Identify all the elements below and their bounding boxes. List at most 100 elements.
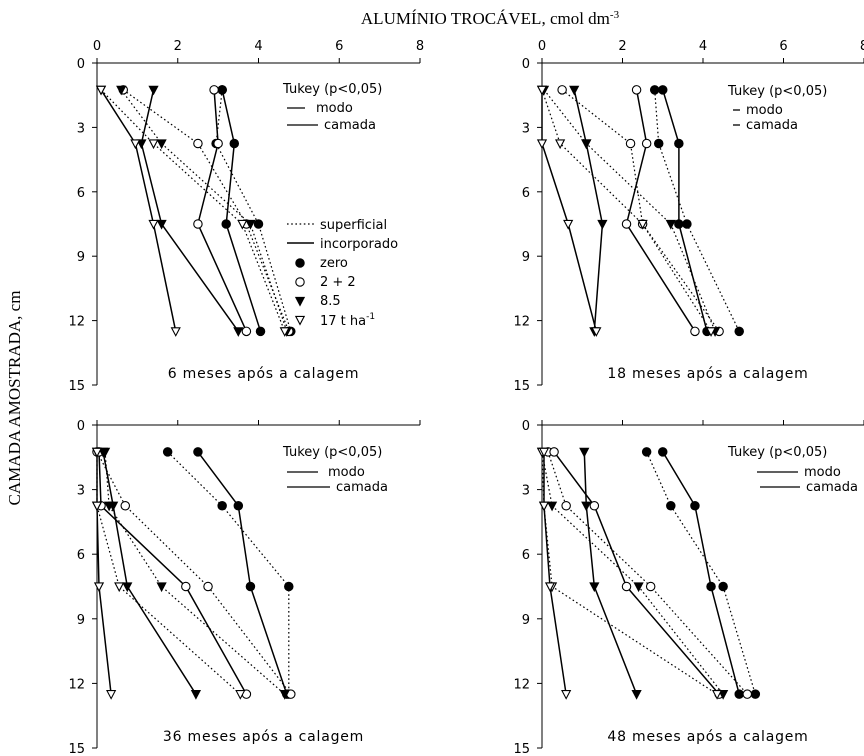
data-point-2-2-incorporado bbox=[631, 85, 642, 95]
data-point-2-2-superficial bbox=[193, 138, 203, 149]
data-point-8-5-superficial bbox=[546, 501, 558, 512]
legend-marker-8-5 bbox=[294, 296, 306, 307]
y-tick-label: 6 bbox=[522, 186, 530, 201]
y-tick-label: 12 bbox=[68, 315, 85, 330]
x-tick-label: 6 bbox=[779, 39, 787, 54]
data-point-8-5-incorporado bbox=[148, 85, 159, 96]
data-point-8-5-incorporado bbox=[233, 327, 244, 337]
series-line-17-t-ha-1-superficial bbox=[96, 451, 241, 695]
series-line-8-5-superficial bbox=[120, 89, 288, 332]
panel-4: 0 3 6 9 12 15 48 meses após a calagem Tukey (p<… bbox=[513, 419, 864, 756]
data-point-17-t-ha-1-superficial bbox=[705, 327, 717, 337]
y-tick-label: 15 bbox=[513, 742, 530, 756]
data-point-8-5-superficial bbox=[633, 582, 644, 593]
data-point-2-2-superficial bbox=[561, 500, 571, 511]
data-point-zero-superficial bbox=[217, 500, 227, 511]
tukey-modo-label: modo bbox=[316, 101, 353, 116]
series-line-zero-incorporado bbox=[197, 451, 288, 695]
panel-3: 0 3 6 9 12 15 36 meses após a calagem Tukey (p<… bbox=[68, 419, 421, 756]
series-line-zero-superficial bbox=[646, 451, 756, 695]
data-point-17-t-ha-1-superficial bbox=[711, 690, 723, 700]
series-line-17-t-ha-1-incorporado bbox=[96, 451, 112, 695]
data-point-zero-incorporado bbox=[229, 138, 240, 149]
series-line-2-2-superficial bbox=[96, 451, 292, 695]
panel-2: 0 3 6 9 12 15 0 2 4 6 8 18 meses após a calagem Tuke… bbox=[513, 39, 864, 394]
data-point-17-t-ha-1-superficial bbox=[235, 690, 246, 700]
legend-marker-zero bbox=[295, 258, 305, 268]
y-tick-label: 12 bbox=[513, 677, 530, 692]
x-tick-label: 0 bbox=[93, 39, 101, 54]
series-line-8-5-incorporado bbox=[102, 451, 197, 695]
series-line-17-t-ha-1-incorporado bbox=[543, 451, 567, 695]
y-tick-label: 12 bbox=[68, 677, 85, 692]
x-tick-label: 8 bbox=[416, 39, 424, 54]
series-line-8-5-superficial bbox=[541, 451, 724, 695]
data-point-17-t-ha-1-incorporado bbox=[563, 219, 574, 230]
data-point-8-5-incorporado bbox=[631, 690, 642, 700]
tukey-modo-label: modo bbox=[746, 103, 783, 118]
treatment-legend: superficial incorporado zero 2 + 2 8.5 1… bbox=[287, 218, 398, 329]
y-tick-label: 0 bbox=[522, 419, 530, 434]
series-line-zero-incorporado bbox=[662, 89, 708, 332]
tukey-camada-label: camada bbox=[746, 118, 798, 133]
data-point-17-t-ha-1-superficial bbox=[237, 219, 248, 230]
data-point-2-2-incorporado bbox=[193, 219, 203, 229]
series-line-8-5-incorporado bbox=[583, 451, 638, 695]
data-point-zero-incorporado bbox=[706, 581, 716, 592]
series-line-8-5-incorporado bbox=[140, 89, 239, 332]
data-point-2-2-superficial bbox=[645, 581, 656, 592]
y-tick-label: 12 bbox=[513, 315, 530, 330]
data-point-8-5-superficial bbox=[156, 582, 167, 593]
data-point-2-2-superficial bbox=[742, 689, 753, 699]
y-tick-label: 3 bbox=[522, 484, 530, 499]
y-tick-label: 6 bbox=[522, 548, 530, 563]
series-line-2-2-superficial bbox=[547, 451, 748, 695]
data-point-8-5-incorporado bbox=[581, 501, 592, 512]
panels: 0 3 6 9 12 15 0 2 4 6 8 6 meses após a calagem Tukey… bbox=[68, 39, 864, 756]
tukey-camada-label: camada bbox=[324, 118, 376, 133]
data-point-8-5-superficial bbox=[718, 690, 729, 700]
x-tick-label: 6 bbox=[335, 39, 343, 54]
data-point-zero-incorporado bbox=[193, 447, 203, 457]
panel-title: 18 meses após a calagem bbox=[607, 366, 808, 382]
series-line-17-t-ha-1-superficial bbox=[541, 89, 712, 332]
data-point-zero-superficial bbox=[718, 581, 728, 592]
data-point-17-t-ha-1-incorporado bbox=[538, 501, 550, 512]
data-point-8-5-incorporado bbox=[597, 219, 608, 230]
data-point-17-t-ha-1-incorporado bbox=[538, 447, 550, 458]
series-line-8-5-superficial bbox=[543, 89, 716, 332]
series-line-8-5-superficial bbox=[104, 451, 286, 695]
series-line-2-2-superficial bbox=[561, 89, 720, 332]
data-point-2-2-incorporado bbox=[621, 219, 632, 229]
y-axis-title: CAMADA AMOSTRADA, cm bbox=[5, 291, 24, 506]
tukey-title: Tukey (p<0,05) bbox=[282, 82, 382, 97]
data-point-17-t-ha-1-superficial bbox=[637, 219, 648, 230]
tukey-camada-label: camada bbox=[336, 480, 388, 495]
data-point-17-t-ha-1-superficial bbox=[114, 582, 125, 593]
x-tick-label: 4 bbox=[699, 39, 707, 54]
data-point-17-t-ha-1-superficial bbox=[148, 139, 159, 150]
legend-superficial-label: superficial bbox=[320, 218, 387, 233]
data-point-8-5-superficial bbox=[116, 85, 127, 96]
data-point-zero-incorporado bbox=[657, 85, 668, 95]
legend-2plus2-label: 2 + 2 bbox=[320, 275, 356, 290]
panel-title: 6 meses após a calagem bbox=[168, 366, 360, 382]
data-point-zero-superficial bbox=[750, 689, 761, 699]
y-tick-label: 0 bbox=[77, 419, 85, 434]
series-line-zero-incorporado bbox=[221, 89, 262, 332]
legend-zero-label: zero bbox=[320, 256, 348, 271]
y-tick-label: 3 bbox=[77, 484, 85, 499]
data-point-8-5-incorporado bbox=[122, 582, 133, 593]
data-point-17-t-ha-1-incorporado bbox=[561, 690, 572, 700]
data-point-zero-superficial bbox=[253, 219, 264, 229]
tukey-title: Tukey (p<0,05) bbox=[727, 445, 827, 460]
data-point-zero-incorporado bbox=[245, 581, 256, 592]
tukey-modo-label: modo bbox=[804, 465, 841, 480]
data-point-2-2-superficial bbox=[120, 500, 131, 511]
series-line-17-t-ha-1-superficial bbox=[100, 89, 286, 332]
data-point-17-t-ha-1-incorporado bbox=[95, 85, 107, 96]
y-tick-label: 9 bbox=[77, 613, 85, 628]
data-point-17-t-ha-1-incorporado bbox=[148, 219, 159, 230]
